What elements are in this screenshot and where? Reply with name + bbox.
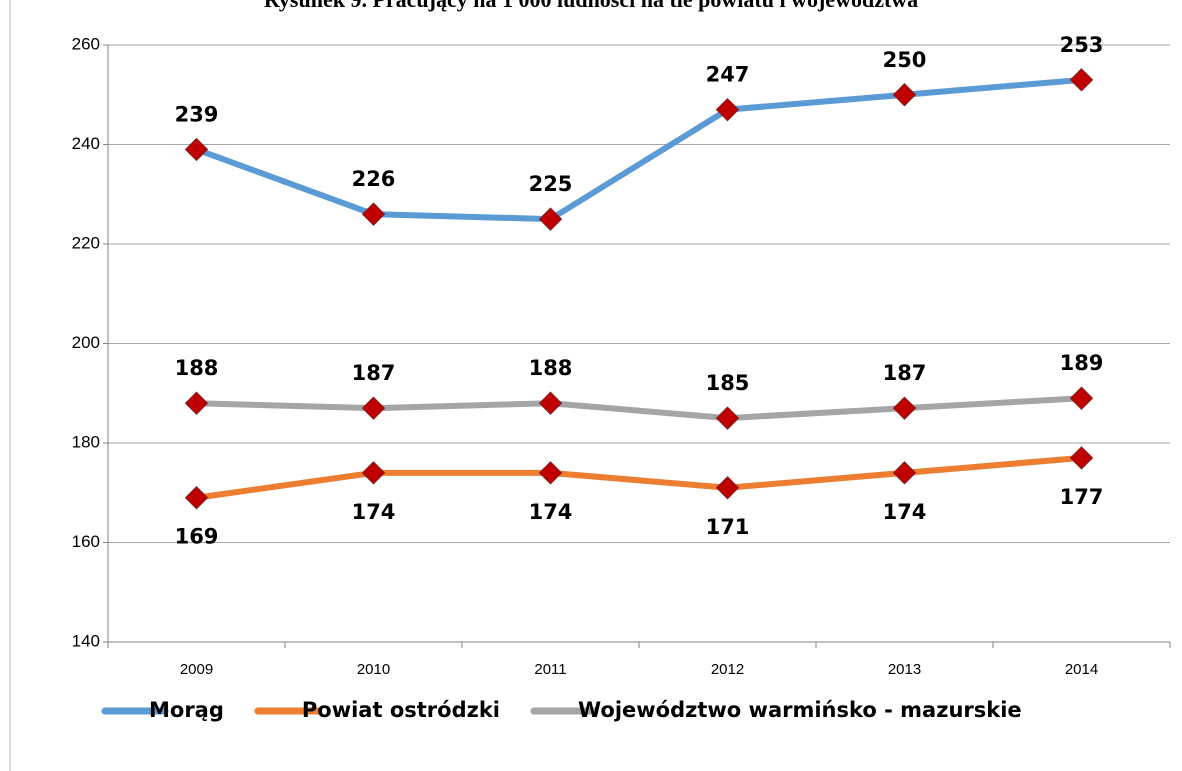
y-tick-label: 240	[72, 134, 100, 153]
series-line	[196, 395, 1082, 422]
marker	[715, 406, 740, 430]
marker	[892, 83, 917, 107]
data-label: 174	[529, 500, 573, 524]
marker	[538, 391, 563, 415]
chart-title: Rysunek 9. Pracujący na 1 000 ludności n…	[264, 0, 918, 12]
marker	[361, 202, 386, 226]
marker	[715, 97, 740, 122]
y-tick-label: 260	[72, 34, 100, 53]
marker	[538, 207, 563, 231]
marker	[1069, 68, 1094, 92]
data-label: 253	[1060, 33, 1104, 57]
data-label: 226	[352, 167, 396, 191]
data-label: 188	[175, 356, 219, 380]
data-label: 225	[529, 172, 573, 196]
data-label: 187	[883, 361, 927, 385]
data-label: 169	[175, 525, 219, 549]
data-label: 174	[352, 500, 396, 524]
data-label: 185	[706, 371, 750, 395]
data-label: 250	[883, 48, 927, 72]
x-tick-label: 2014	[1065, 661, 1098, 678]
data-label: 174	[883, 500, 927, 524]
marker	[184, 391, 209, 415]
y-tick-label: 200	[72, 333, 100, 352]
data-label: 189	[1060, 351, 1104, 375]
x-tick-label: 2012	[711, 661, 744, 678]
x-tick-label: 2013	[888, 661, 921, 678]
marker	[538, 461, 563, 485]
legend-label: Morąg	[149, 698, 224, 722]
y-tick-label: 160	[72, 532, 100, 551]
marker	[892, 396, 917, 420]
marker	[361, 461, 386, 485]
series-line	[195, 76, 1082, 223]
y-tick-label: 140	[72, 631, 100, 650]
marker	[1069, 386, 1094, 410]
x-tick-label: 2011	[534, 661, 566, 678]
marker	[715, 476, 740, 500]
data-label: 177	[1060, 485, 1104, 509]
marker	[361, 396, 386, 420]
data-label: 247	[706, 63, 750, 87]
y-tick-label: 180	[72, 432, 100, 451]
x-tick-label: 2010	[357, 661, 390, 678]
x-tick-label: 2009	[180, 661, 213, 678]
marker	[1069, 446, 1094, 470]
data-label: 187	[352, 361, 396, 385]
data-label: 171	[706, 515, 750, 539]
legend-label: Województwo warmińsko - mazurskie	[578, 698, 1022, 722]
series-line	[196, 454, 1082, 501]
marker	[892, 461, 917, 485]
marker	[184, 486, 209, 510]
y-tick-label: 220	[72, 233, 100, 252]
marker	[184, 137, 209, 162]
data-label: 239	[175, 102, 219, 126]
data-label: 188	[529, 356, 573, 380]
legend-label: Powiat ostródzki	[302, 698, 500, 722]
